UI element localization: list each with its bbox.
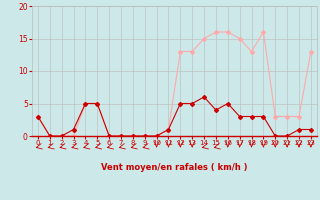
X-axis label: Vent moyen/en rafales ( km/h ): Vent moyen/en rafales ( km/h ) [101,163,248,172]
